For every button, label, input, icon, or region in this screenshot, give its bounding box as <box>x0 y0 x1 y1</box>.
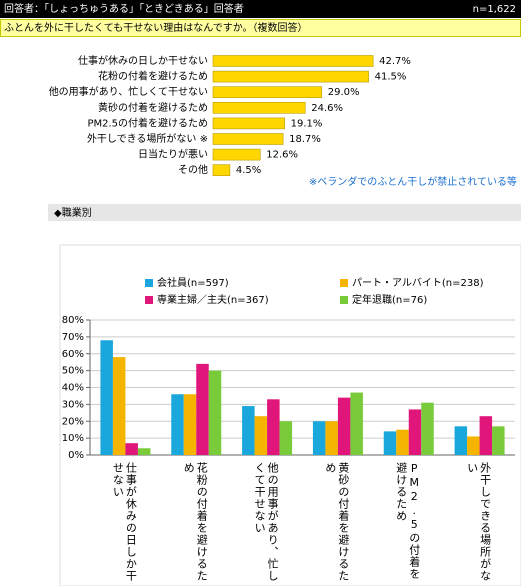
bar <box>350 392 363 455</box>
section-bar <box>48 204 521 221</box>
bar <box>408 409 422 455</box>
value-label: 24.6% <box>311 103 343 114</box>
x-tick-label: 他の用事があり、忙しくて干せない <box>253 462 280 582</box>
bar <box>325 421 338 455</box>
bar <box>212 148 261 161</box>
header-n: n=1,622 <box>473 4 516 15</box>
bar <box>337 397 351 455</box>
y-tick-label: 20% <box>62 416 84 427</box>
legend-label: 会社員(n=597) <box>157 276 229 289</box>
bar <box>171 394 184 455</box>
bar <box>467 436 480 455</box>
bar <box>112 357 126 455</box>
x-tick-label: 花粉の付着を避けるため <box>182 462 209 582</box>
y-tick-label: 30% <box>62 399 84 410</box>
bar <box>279 421 293 455</box>
bar <box>242 406 255 455</box>
value-label: 12.6% <box>266 150 298 161</box>
bar <box>183 394 197 455</box>
value-label: 29.0% <box>328 87 360 98</box>
value-label: 41.5% <box>375 72 407 83</box>
legend-swatch <box>145 279 153 287</box>
value-label: 4.5% <box>236 165 261 176</box>
bar <box>196 363 209 455</box>
value-label: 42.7% <box>379 56 411 67</box>
section-title: ◆職業別 <box>54 206 92 219</box>
bar <box>212 55 374 67</box>
y-tick-label: 70% <box>62 332 84 343</box>
category-label: 他の用事があり、忙しくて干せない <box>49 85 208 98</box>
value-label: 18.7% <box>289 134 321 145</box>
y-tick-label: 40% <box>62 383 84 394</box>
y-tick-label: 60% <box>62 349 84 360</box>
chart-frame <box>59 244 521 586</box>
bar <box>212 102 306 114</box>
legend-swatch <box>340 279 348 287</box>
legend-label: 定年退職(n=76) <box>352 293 427 306</box>
bar <box>421 402 434 455</box>
bar <box>312 421 326 455</box>
bar <box>208 370 222 455</box>
header-title: 回答者：「しょっちゅうある」「ときどきある」回答者 <box>4 2 244 15</box>
bar <box>492 426 505 455</box>
legend-label: パート・アルバイト(n=238) <box>352 277 484 289</box>
category-label: PM2.5の付着を避けるため <box>87 116 208 129</box>
bar <box>137 448 151 455</box>
category-label: その他 <box>178 163 208 176</box>
x-tick-label: 仕事が休みの日しか干せない <box>111 462 138 582</box>
note: ※ベランダでのふとん干しが禁止されている等 <box>309 175 517 188</box>
bar <box>254 416 268 455</box>
bar <box>454 426 468 455</box>
bar <box>212 164 231 176</box>
x-tick-label: PM2.5の付着を避けるため <box>394 462 421 580</box>
y-tick-label: 50% <box>62 366 84 377</box>
bar <box>212 70 369 83</box>
bar <box>125 443 138 455</box>
y-tick-label: 10% <box>62 433 84 444</box>
bar <box>212 86 323 98</box>
x-tick-label: 黄砂の付着を避けるため <box>323 462 350 582</box>
bar <box>383 431 397 455</box>
bar <box>267 399 280 455</box>
y-tick-label: 80% <box>62 315 84 326</box>
category-label: 黄砂の付着を避けるため <box>98 101 208 114</box>
legend-label: 専業主婦／主夫(n=367) <box>157 293 269 306</box>
legend-swatch <box>145 296 153 304</box>
category-label: 花粉の付着を避けるため <box>98 70 208 83</box>
category-label: 外干しできる場所がない ※ <box>87 132 208 145</box>
bar <box>396 429 409 455</box>
x-tick-label: 外干しできる場所がない <box>465 462 492 582</box>
value-label: 19.1% <box>291 118 323 129</box>
bar <box>479 416 493 455</box>
bar <box>100 340 113 455</box>
header-bar <box>0 0 521 18</box>
category-label: 日当たりが悪い <box>138 148 208 161</box>
legend-swatch <box>340 296 348 304</box>
bar <box>212 117 285 130</box>
category-label: 仕事が休みの日しか干せない <box>78 54 208 67</box>
question: ふとんを外に干したくても干せない理由はなんですか。（複数回答） <box>4 21 308 34</box>
bar <box>212 133 284 145</box>
y-tick-label: 0% <box>68 450 84 461</box>
